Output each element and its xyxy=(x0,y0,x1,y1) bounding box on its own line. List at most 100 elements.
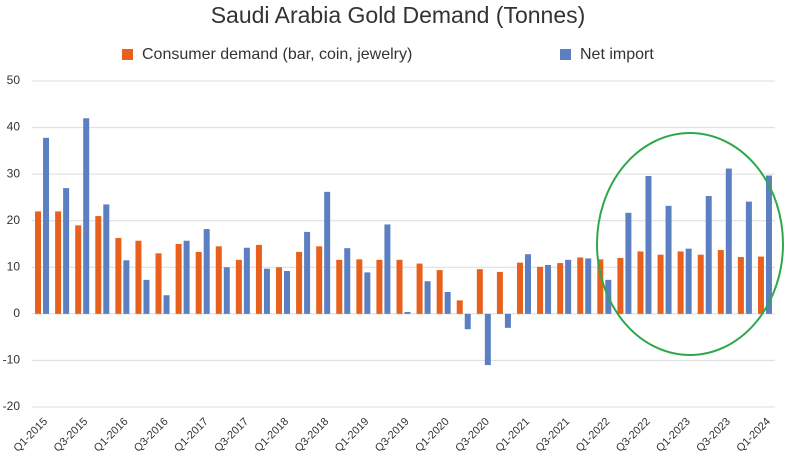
bar xyxy=(95,216,102,314)
bar xyxy=(255,244,262,314)
x-tick-label: Q3-2018 xyxy=(293,416,332,455)
bar xyxy=(476,269,483,314)
bar xyxy=(135,240,142,314)
bar xyxy=(705,196,712,314)
bar xyxy=(677,251,684,314)
x-tick-label: Q1-2019 xyxy=(333,416,372,455)
y-tick-label: 50 xyxy=(7,73,21,87)
bar xyxy=(364,272,371,314)
bar xyxy=(585,258,592,314)
y-tick-label: 10 xyxy=(7,259,21,273)
bar xyxy=(195,251,202,314)
bar xyxy=(484,313,491,366)
bar xyxy=(685,248,692,314)
bar xyxy=(424,281,431,314)
x-tick-label: Q3-2020 xyxy=(453,416,492,455)
legend: Consumer demand (bar, coin, jewelry) Net … xyxy=(122,46,654,63)
legend-swatch xyxy=(560,49,571,60)
x-tick-label: Q1-2015 xyxy=(11,416,50,455)
bar xyxy=(577,257,584,314)
bar xyxy=(524,254,531,314)
bar xyxy=(263,268,270,314)
highlight-ellipse xyxy=(596,132,784,356)
bar xyxy=(496,271,503,314)
x-tick-label: Q3-2015 xyxy=(52,416,91,455)
bar xyxy=(143,279,150,314)
bar xyxy=(516,262,523,314)
bar xyxy=(163,295,170,314)
x-tick-label: Q1-2022 xyxy=(574,416,613,455)
x-tick-label: Q3-2023 xyxy=(694,416,733,455)
bar xyxy=(384,224,391,314)
x-tick-label: Q3-2019 xyxy=(373,416,412,455)
y-tick-label: -20 xyxy=(3,399,21,413)
bar xyxy=(203,229,210,314)
bar xyxy=(276,267,283,314)
bar xyxy=(356,259,363,314)
bar xyxy=(55,211,62,314)
legend-label: Consumer demand (bar, coin, jewelry) xyxy=(142,46,412,63)
bar xyxy=(745,201,752,314)
bar xyxy=(235,259,242,314)
bar xyxy=(456,300,463,314)
y-tick-label: 20 xyxy=(7,213,21,227)
x-tick-label: Q1-2024 xyxy=(734,416,773,455)
bar xyxy=(625,212,632,314)
y-tick-label: 0 xyxy=(13,306,20,320)
bar xyxy=(697,254,704,314)
bar xyxy=(464,313,471,330)
legend-swatch xyxy=(122,49,133,60)
bar xyxy=(223,267,230,314)
bar xyxy=(565,259,572,314)
bar xyxy=(215,246,222,314)
bar xyxy=(75,225,82,314)
x-tick-label: Q1-2017 xyxy=(172,416,211,455)
bar xyxy=(537,266,544,314)
y-tick-label: -10 xyxy=(3,353,21,367)
bar xyxy=(336,259,343,314)
bars xyxy=(35,118,772,366)
bar xyxy=(637,251,644,314)
bar xyxy=(175,244,182,314)
bar xyxy=(657,254,664,314)
bar xyxy=(43,137,50,314)
bar xyxy=(35,211,42,314)
bar xyxy=(416,263,423,314)
bar xyxy=(545,264,552,314)
bar xyxy=(444,291,451,314)
bar xyxy=(765,175,772,314)
bar xyxy=(123,260,130,314)
grid xyxy=(32,80,775,408)
bar xyxy=(717,250,724,314)
bar xyxy=(344,248,351,314)
x-tick-label: Q1-2023 xyxy=(654,416,693,455)
bar xyxy=(376,259,383,314)
bar xyxy=(316,246,323,314)
bar xyxy=(296,251,303,314)
x-tick-label: Q3-2016 xyxy=(132,416,171,455)
bar xyxy=(304,231,311,314)
bar xyxy=(63,188,70,314)
bar xyxy=(597,259,604,314)
bar xyxy=(557,263,564,314)
bar xyxy=(504,313,511,328)
legend-label: Net import xyxy=(580,46,654,63)
bar xyxy=(103,204,110,314)
x-tick-label: Q1-2018 xyxy=(252,416,291,455)
bar xyxy=(725,168,732,314)
bar xyxy=(115,237,122,314)
x-tick-label: Q1-2020 xyxy=(413,416,452,455)
bar xyxy=(436,270,443,314)
x-tick-label: Q1-2016 xyxy=(92,416,131,455)
bar xyxy=(665,205,672,314)
bar xyxy=(757,256,764,314)
bar xyxy=(617,257,624,314)
x-tick-label: Q3-2022 xyxy=(614,416,653,455)
y-tick-label: 30 xyxy=(7,166,21,180)
chart-title: Saudi Arabia Gold Demand (Tonnes) xyxy=(211,2,586,28)
x-tick-label: Q3-2017 xyxy=(212,416,251,455)
bar xyxy=(284,271,291,314)
y-tick-label: 40 xyxy=(7,120,21,134)
bar xyxy=(324,191,331,314)
